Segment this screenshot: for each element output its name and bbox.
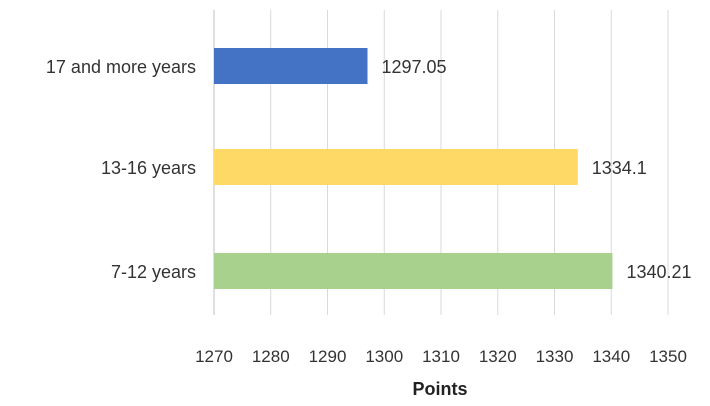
x-tick-labels: 1270 1280 1290 1300 1310 1320 1330 1340 1350 xyxy=(195,347,687,366)
x-tick-label: 1280 xyxy=(252,347,290,366)
x-tick-label: 1330 xyxy=(536,347,574,366)
x-tick-label: 1290 xyxy=(309,347,347,366)
data-labels: 1297.05 1334.1 1340.21 xyxy=(382,57,692,282)
bar xyxy=(214,253,613,289)
bar-value-label: 1334.1 xyxy=(592,158,647,178)
x-tick-label: 1340 xyxy=(592,347,630,366)
bars xyxy=(214,48,613,289)
category-label: 7-12 years xyxy=(111,262,196,282)
x-axis-title: Points xyxy=(412,379,467,399)
category-label: 17 and more years xyxy=(46,57,196,77)
x-tick-label: 1300 xyxy=(365,347,403,366)
category-label: 13-16 years xyxy=(101,158,196,178)
x-tick-label: 1350 xyxy=(649,347,687,366)
x-tick-label: 1310 xyxy=(422,347,460,366)
bar-value-label: 1340.21 xyxy=(626,262,691,282)
bar xyxy=(214,149,578,185)
x-tick-label: 1270 xyxy=(195,347,233,366)
bar-value-label: 1297.05 xyxy=(382,57,447,77)
bar xyxy=(214,48,368,84)
x-tick-label: 1320 xyxy=(479,347,517,366)
category-labels: 17 and more years 13-16 years 7-12 years xyxy=(46,57,196,282)
